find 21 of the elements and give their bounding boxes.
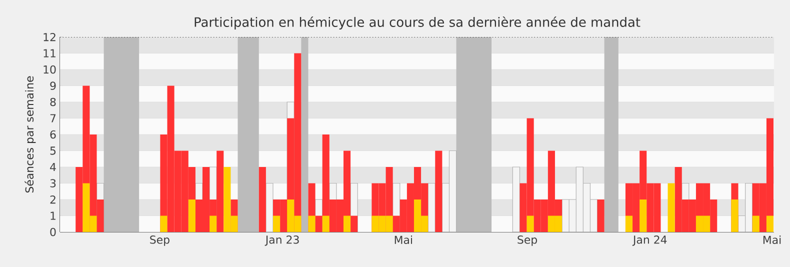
y-tick-label: 12 bbox=[44, 32, 56, 42]
x-tick-label: Mai bbox=[394, 236, 412, 244]
y-tick-label: 4 bbox=[50, 163, 56, 171]
y-axis-title: Séances par semaine bbox=[24, 76, 36, 193]
x-tick-label: Mai bbox=[763, 236, 781, 244]
x-tick-label: Sep bbox=[518, 236, 538, 246]
y-tick-label: 10 bbox=[44, 65, 56, 74]
y-tick-label: 6 bbox=[50, 130, 56, 139]
y-tick-label: 3 bbox=[50, 179, 56, 188]
x-tick-label: Jan 23 bbox=[264, 236, 299, 246]
y-tick-label: 7 bbox=[50, 114, 56, 122]
y-tick-label: 0 bbox=[50, 228, 56, 236]
y-tick-label: 8 bbox=[50, 98, 56, 106]
x-tick-label: Sep bbox=[150, 236, 170, 246]
y-tick-label: 5 bbox=[50, 146, 56, 155]
chart-title: Participation en hémicycle au cours de sa dernière année de mandat bbox=[194, 16, 640, 30]
y-tick-label: 1 bbox=[50, 212, 56, 220]
x-tick-label: Jan 24 bbox=[632, 236, 667, 246]
y-tick-label: 11 bbox=[44, 49, 56, 58]
y-tick-label: 2 bbox=[50, 195, 56, 204]
y-tick-label: 9 bbox=[50, 82, 56, 90]
